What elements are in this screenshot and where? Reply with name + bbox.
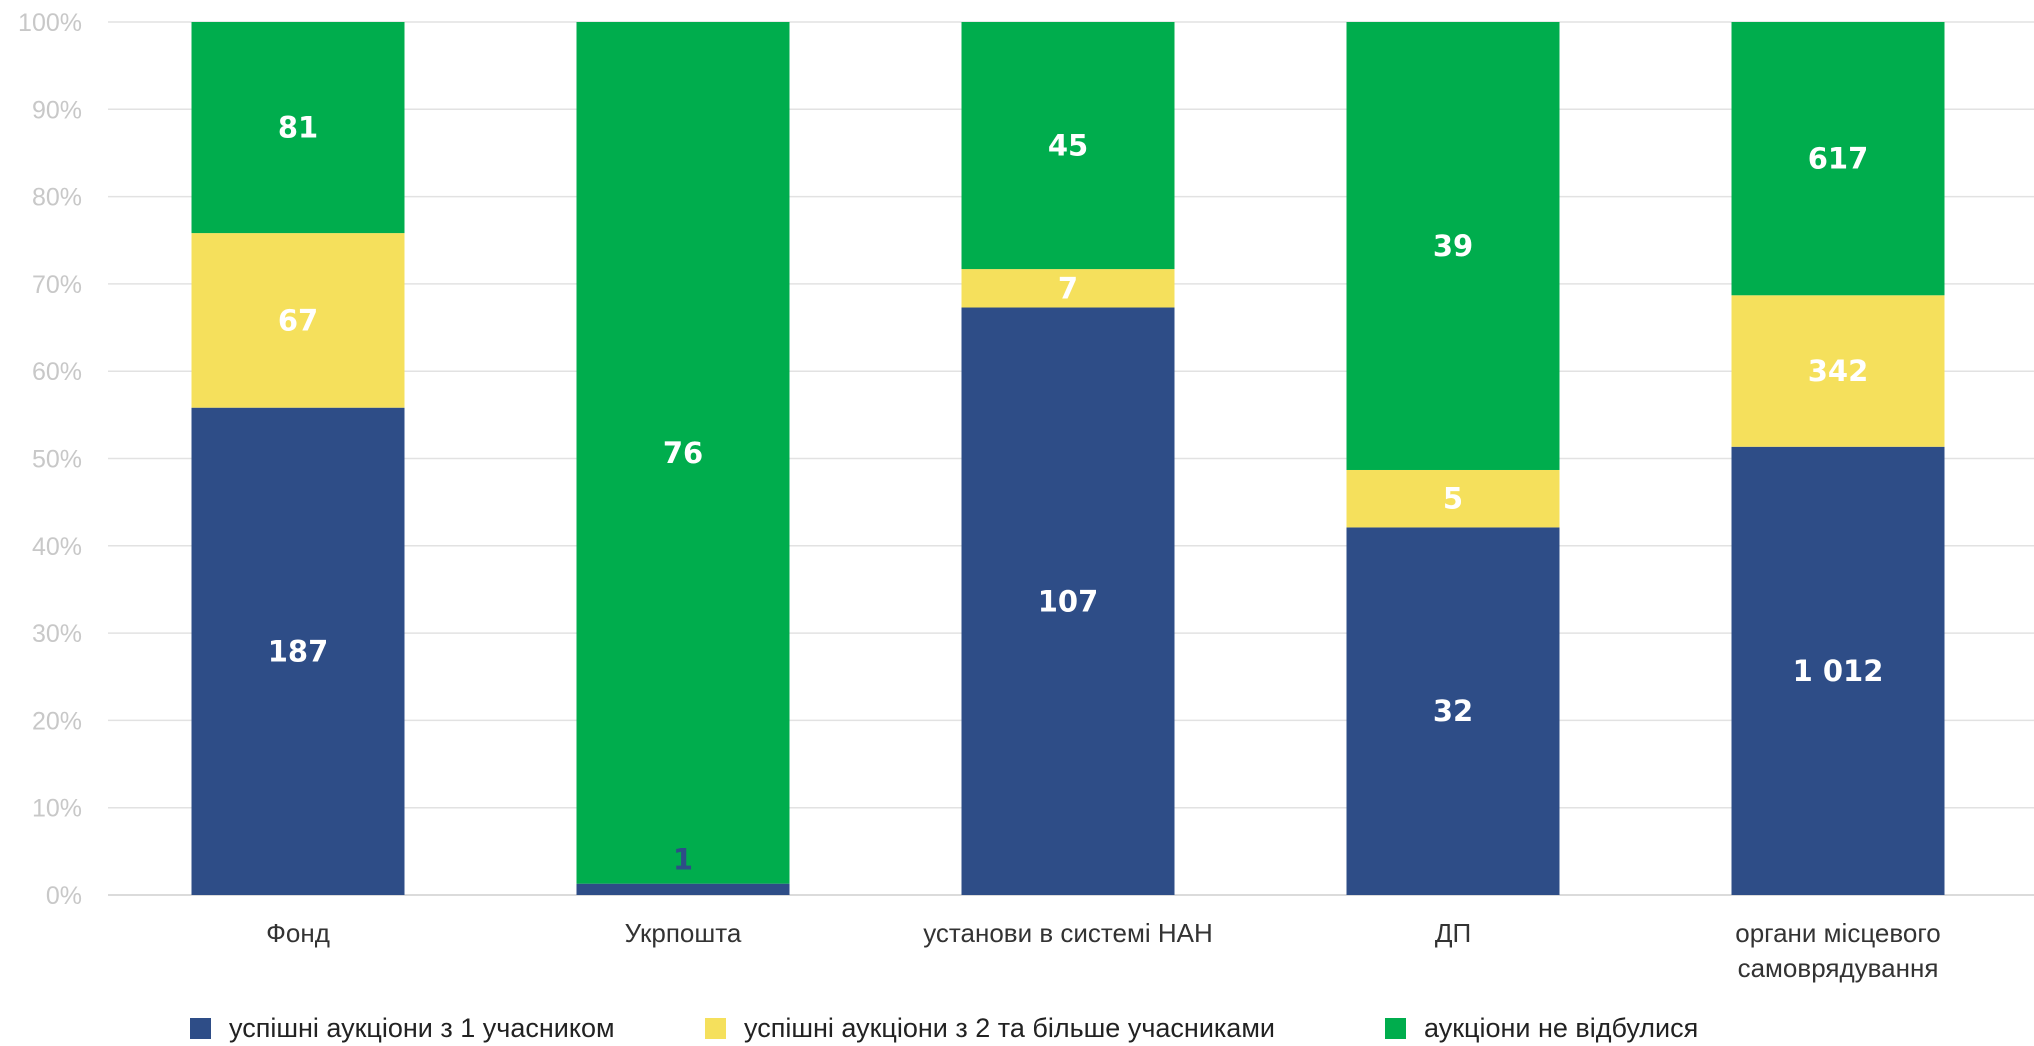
value-label: 76 xyxy=(663,436,703,470)
value-label: 342 xyxy=(1808,354,1869,388)
bar-segment xyxy=(961,269,1175,308)
bar-segment xyxy=(961,307,1175,896)
value-label: 67 xyxy=(278,303,318,337)
bar-segment xyxy=(191,22,405,234)
y-tick-label: 0% xyxy=(46,882,82,910)
bar-segment xyxy=(191,233,405,408)
bar-segment xyxy=(1346,527,1560,895)
legend-label-single-bidder: успішні аукціони з 1 учасником xyxy=(229,1012,615,1043)
legend-label-multi-bidder: успішні аукціони з 2 та більше учасникам… xyxy=(744,1012,1275,1043)
bar-segment xyxy=(576,883,790,895)
category-label: органи місцевого самоврядування xyxy=(1735,918,1940,983)
bar-segment xyxy=(1731,22,1945,296)
bar-segment xyxy=(1346,22,1560,470)
bar-segment xyxy=(1731,295,1945,447)
legend-item-failed: аукціони не відбулися xyxy=(1385,1010,1698,1046)
value-label: 7 xyxy=(1058,271,1078,305)
value-label: 617 xyxy=(1808,142,1869,176)
value-label: 45 xyxy=(1048,129,1088,163)
value-label: 5 xyxy=(1443,482,1463,516)
category-label: Укрпошта xyxy=(625,918,742,948)
value-label: 187 xyxy=(268,634,329,668)
value-label: 32 xyxy=(1433,694,1473,728)
category-label: установи в системі НАН xyxy=(923,918,1213,948)
y-tick-label: 10% xyxy=(32,795,82,823)
legend-item-single-bidder: успішні аукціони з 1 учасником xyxy=(190,1010,615,1046)
y-tick-label: 50% xyxy=(32,446,82,474)
y-tick-label: 100% xyxy=(18,9,82,37)
y-tick-label: 40% xyxy=(32,533,82,561)
y-tick-label: 20% xyxy=(32,707,82,735)
bar-segment xyxy=(576,22,790,884)
bar-segment xyxy=(191,407,405,895)
value-label: 81 xyxy=(278,111,318,145)
category-label: Фонд xyxy=(266,918,330,948)
stacked-bar-chart: 0% 10% 20% 30% 40% 50% 60% 70% 80% 90% 100% 187 67 8… xyxy=(18,9,2034,983)
bar-segment xyxy=(1731,446,1945,895)
bar-segment xyxy=(1346,469,1560,528)
category-label: ДП xyxy=(1435,918,1471,948)
y-tick-label: 30% xyxy=(32,620,82,648)
bar-segment xyxy=(961,22,1175,270)
value-labels: 187 67 81 1 76 107 7 45 32 5 39 1 012 342 617 xyxy=(268,111,1884,877)
legend-label-failed: аукціони не відбулися xyxy=(1424,1012,1699,1043)
legend-swatch-failed xyxy=(1385,1017,1406,1039)
legend-swatch-single-bidder xyxy=(190,1017,211,1039)
value-label: 1 012 xyxy=(1793,654,1884,688)
legend-swatch-multi-bidder xyxy=(705,1017,726,1039)
value-label: 107 xyxy=(1038,584,1099,618)
legend: успішні аукціони з 1 учасником успішні а… xyxy=(0,1010,2034,1046)
bars xyxy=(191,22,1945,896)
value-label: 39 xyxy=(1433,229,1473,263)
y-tick-label: 80% xyxy=(32,184,82,212)
y-tick-label: 70% xyxy=(32,271,82,299)
legend-item-multi-bidder: успішні аукціони з 2 та більше учасникам… xyxy=(705,1010,1275,1046)
y-tick-label: 90% xyxy=(32,96,82,124)
y-tick-label: 60% xyxy=(32,358,82,386)
value-label: 1 xyxy=(673,843,693,877)
x-axis-labels: Фонд Укрпошта установи в системі НАН ДП орга… xyxy=(266,918,1941,983)
y-axis-ticks: 0% 10% 20% 30% 40% 50% 60% 70% 80% 90% 100% xyxy=(18,9,82,910)
